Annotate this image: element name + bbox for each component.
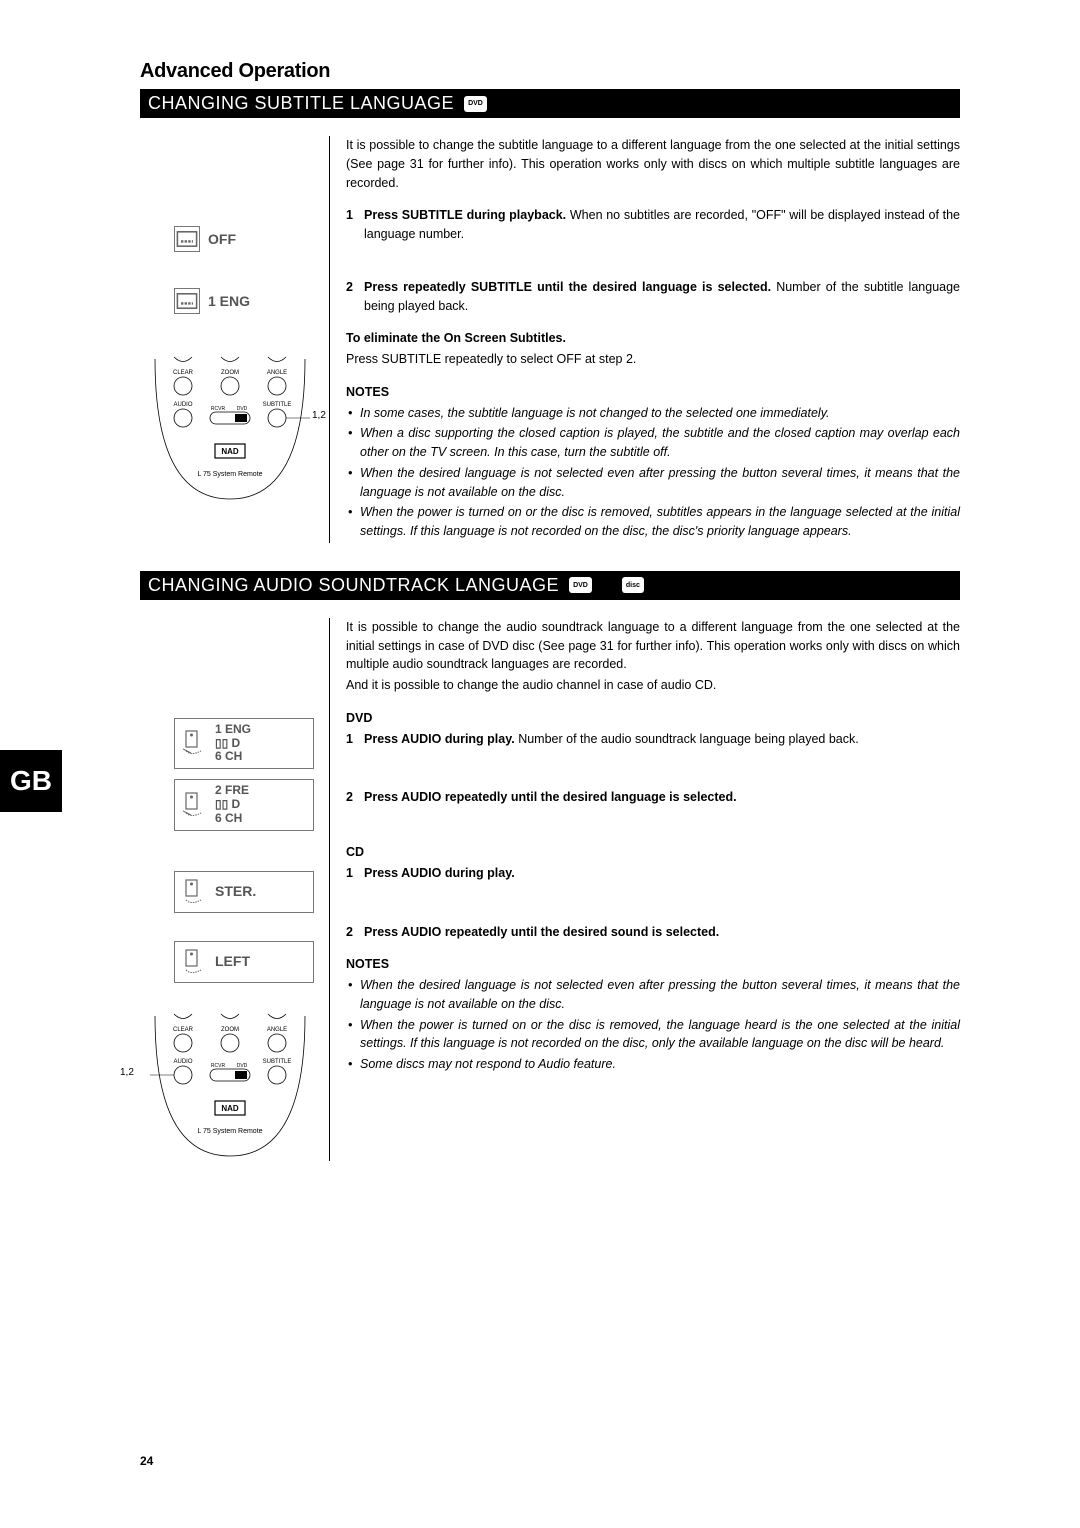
section2-rightcol: It is possible to change the audio sound… (330, 618, 960, 1161)
svg-text:AUDIO: AUDIO (173, 1059, 192, 1065)
section2-intro: It is possible to change the audio sound… (346, 618, 960, 674)
step-number: 2 (346, 923, 364, 942)
note-item: Some discs may not respond to Audio feat… (346, 1055, 960, 1074)
eliminate-head: To eliminate the On Screen Subtitles. (346, 329, 960, 348)
svg-text:NAD: NAD (221, 447, 239, 456)
section1-title: CHANGING SUBTITLE LANGUAGE (148, 93, 454, 114)
svg-text:ANGLE: ANGLE (267, 370, 287, 376)
section1-bar: CHANGING SUBTITLE LANGUAGE DVD (140, 89, 960, 118)
step-number: 2 (346, 788, 364, 807)
subtitle-osd-icon (174, 226, 200, 252)
osd-ster-label: STER. (215, 883, 256, 899)
remote2-callout: 1,2 (120, 1067, 134, 1078)
dvd-badge-icon: DVD (464, 96, 487, 112)
dvd1-bold: Press AUDIO during play. (364, 732, 515, 746)
cd-step1: 1 Press AUDIO during play. (346, 864, 960, 883)
speaker-osd-icon (183, 791, 205, 819)
svg-text:SUBTITLE: SUBTITLE (263, 1059, 292, 1065)
svg-text:DVD: DVD (237, 1063, 248, 1069)
note-item: When the desired language is not selecte… (346, 464, 960, 502)
dvd1-rest: Number of the audio soundtrack language … (515, 732, 859, 746)
speaker-osd-icon (183, 948, 205, 976)
svg-text:ZOOM: ZOOM (221, 1027, 239, 1033)
remote1-callout: 1,2 (312, 410, 326, 421)
osd-line: ▯▯ D (215, 737, 251, 751)
osd-line: 2 FRE (215, 784, 249, 798)
note-item: When the power is turned on or the disc … (346, 503, 960, 541)
svg-text:ZOOM: ZOOM (221, 370, 239, 376)
page-title: Advanced Operation (140, 60, 960, 83)
section2-bar: CHANGING AUDIO SOUNDTRACK LANGUAGE DVD d… (140, 571, 960, 600)
step-number: 2 (346, 278, 364, 316)
dvd-head: DVD (346, 709, 960, 728)
step-number: 1 (346, 864, 364, 883)
svg-text:AUDIO: AUDIO (173, 402, 192, 408)
remote-diagram-1: CLEAR ZOOM ANGLE AUDIO SUBTITLE RCVR DVD… (150, 354, 310, 504)
svg-text:SUBTITLE: SUBTITLE (263, 402, 292, 408)
svg-text:CLEAR: CLEAR (173, 370, 194, 376)
step1-bold: Press SUBTITLE during playback. (364, 208, 566, 222)
section1-intro: It is possible to change the subtitle la… (346, 136, 960, 192)
section2-title: CHANGING AUDIO SOUNDTRACK LANGUAGE (148, 575, 559, 596)
svg-text:L 75 System Remote: L 75 System Remote (197, 471, 262, 478)
page-number: 24 (140, 1454, 153, 1468)
osd-off-label: OFF (208, 231, 236, 247)
svg-text:RCVR: RCVR (211, 1063, 226, 1069)
osd-audio-ster: STER. (174, 871, 314, 913)
notes-head-2: NOTES (346, 955, 960, 974)
section1-columns: OFF 1 ENG CLEAR ZOOM ANGLE (140, 136, 960, 543)
page-content: Advanced Operation CHANGING SUBTITLE LAN… (140, 60, 960, 1161)
osd-audio-left: LEFT (174, 941, 314, 983)
svg-text:L 75 System Remote: L 75 System Remote (197, 1128, 262, 1135)
svg-text:RCVR: RCVR (211, 406, 226, 412)
section1-rightcol: It is possible to change the subtitle la… (330, 136, 960, 543)
osd-eng-label: 1 ENG (208, 293, 250, 309)
section2-columns: 1 ENG ▯▯ D 6 CH 2 FRE ▯▯ D 6 CH (140, 618, 960, 1161)
notes-list-2: When the desired language is not selecte… (346, 976, 960, 1074)
section2-leftcol: 1 ENG ▯▯ D 6 CH 2 FRE ▯▯ D 6 CH (140, 618, 330, 1161)
section1-leftcol: OFF 1 ENG CLEAR ZOOM ANGLE (140, 136, 330, 543)
svg-text:ANGLE: ANGLE (267, 1027, 287, 1033)
osd-line: 6 CH (215, 812, 249, 826)
osd-line: 1 ENG (215, 723, 251, 737)
note-item: In some cases, the subtitle language is … (346, 404, 960, 423)
step-number: 1 (346, 730, 364, 749)
dvd2-bold: Press AUDIO repeatedly until the desired… (364, 790, 737, 804)
step2-bold: Press repeatedly SUBTITLE until the desi… (364, 280, 771, 294)
side-tab: GB (0, 750, 62, 812)
osd-audio-fre: 2 FRE ▯▯ D 6 CH (174, 779, 314, 830)
speaker-osd-icon (183, 878, 205, 906)
disc-badge-icon: disc (622, 577, 644, 593)
osd-line: ▯▯ D (215, 798, 249, 812)
notes-head: NOTES (346, 383, 960, 402)
section1-step1: 1 Press SUBTITLE during playback. When n… (346, 206, 960, 244)
eliminate-body: Press SUBTITLE repeatedly to select OFF … (346, 350, 960, 369)
note-item: When the power is turned on or the disc … (346, 1016, 960, 1054)
svg-text:DVD: DVD (237, 406, 248, 412)
svg-text:NAD: NAD (221, 1104, 239, 1113)
dvd-step1: 1 Press AUDIO during play. Number of the… (346, 730, 960, 749)
svg-text:CLEAR: CLEAR (173, 1027, 194, 1033)
cd-step2: 2 Press AUDIO repeatedly until the desir… (346, 923, 960, 942)
section2-intro2: And it is possible to change the audio c… (346, 676, 960, 695)
osd-eng-row: 1 ENG (174, 288, 319, 314)
subtitle-osd-icon (174, 288, 200, 314)
cd-head: CD (346, 843, 960, 862)
step-number: 1 (346, 206, 364, 244)
osd-line: 6 CH (215, 750, 251, 764)
dvd-badge-icon: DVD (569, 577, 592, 593)
note-item: When the desired language is not selecte… (346, 976, 960, 1014)
note-item: When a disc supporting the closed captio… (346, 424, 960, 462)
cd2-bold: Press AUDIO repeatedly until the desired… (364, 925, 719, 939)
remote-diagram-2: CLEAR ZOOM ANGLE AUDIO SUBTITLE RCVR DVD (150, 1011, 310, 1161)
dvd-step2: 2 Press AUDIO repeatedly until the desir… (346, 788, 960, 807)
osd-left-label: LEFT (215, 953, 250, 969)
cd1-bold: Press AUDIO during play. (364, 866, 515, 880)
speaker-osd-icon (183, 729, 205, 757)
notes-list-1: In some cases, the subtitle language is … (346, 404, 960, 541)
osd-off-row: OFF (174, 226, 319, 252)
osd-audio-eng: 1 ENG ▯▯ D 6 CH (174, 718, 314, 769)
section1-step2: 2 Press repeatedly SUBTITLE until the de… (346, 278, 960, 316)
